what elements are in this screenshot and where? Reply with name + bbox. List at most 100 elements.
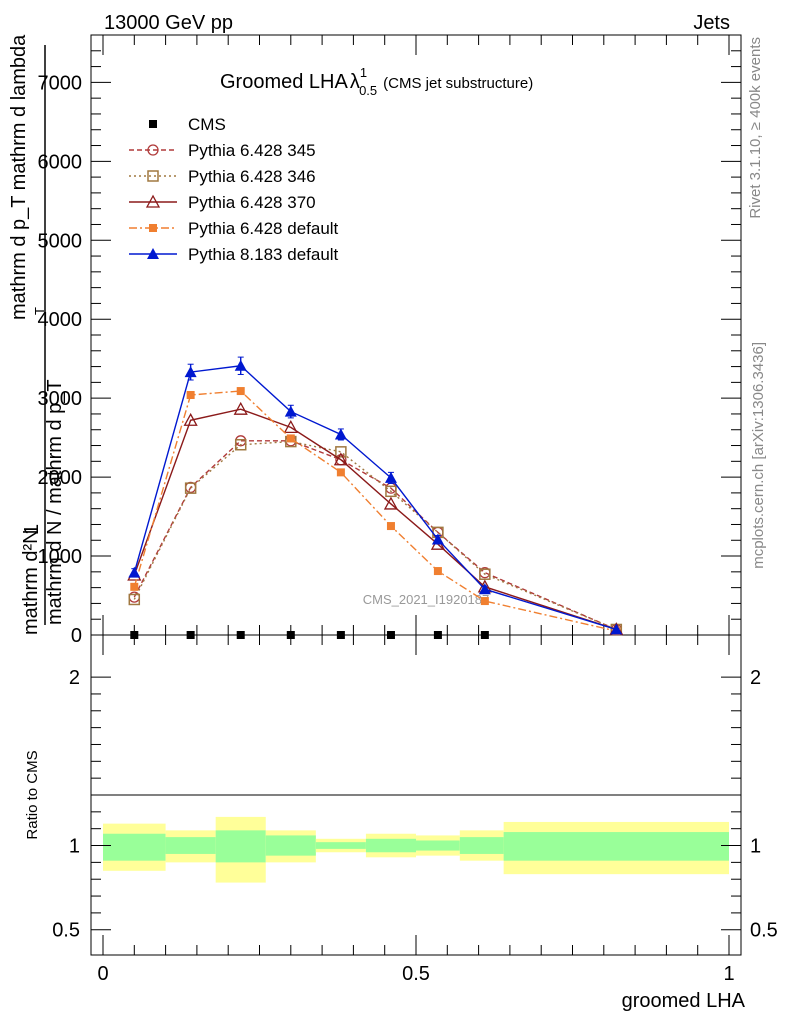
header-left: 13000 GeV pp — [104, 12, 233, 34]
ratio-ytick-label: 2 — [69, 667, 80, 689]
point-p8def — [334, 428, 347, 440]
series-cms — [130, 631, 489, 639]
legend-label: Pythia 6.428 default — [188, 219, 339, 238]
legend-label: CMS — [188, 115, 226, 134]
series-p8def — [128, 356, 623, 635]
chart-title-symbol: λ — [350, 71, 360, 93]
ratio-ytick-label: 1 — [69, 836, 80, 858]
chart-title: Groomed LHA λ1 0.5 (CMS jet substructure) — [220, 65, 533, 98]
legend-item-p345: Pythia 6.428 345 — [129, 141, 316, 160]
legend-marker — [145, 194, 161, 208]
ratio-band-inner — [265, 835, 316, 856]
series-line-p8def — [133, 365, 617, 631]
legend-marker — [147, 144, 159, 156]
ylabel-den: mathrm d N / mathrm d p_T — [44, 379, 66, 625]
point-p6def — [130, 582, 139, 591]
point-p6def — [236, 387, 245, 396]
point-p6def — [286, 434, 295, 443]
ytick-label: 5000 — [38, 230, 83, 252]
cms-point — [236, 631, 245, 639]
point-p8def — [610, 623, 623, 635]
legend-item-p346: Pythia 6.428 346 — [129, 167, 316, 186]
point-p346 — [385, 485, 397, 498]
point-p370 — [283, 420, 298, 434]
cms-point — [130, 631, 139, 639]
ytick-label: 6000 — [38, 151, 83, 173]
ratio-ylabel: Ratio to CMS — [24, 750, 41, 839]
legend-label: Pythia 8.183 default — [188, 245, 339, 264]
ylabel-right-den: mathrm d p_T mathrm d lambda — [8, 34, 30, 320]
legend-label: Pythia 6.428 346 — [188, 167, 316, 186]
series-line-p346 — [133, 440, 617, 631]
mcplots-info: mcplots.cern.ch [arXiv:1306.3436] — [750, 342, 767, 569]
point-p6def — [480, 597, 489, 606]
point-p8def — [431, 533, 444, 545]
ytick-label: 0 — [71, 625, 82, 647]
ratio-ytick-label: 0.5 — [52, 920, 80, 942]
ytick-label: 3000 — [38, 388, 83, 410]
point-p346 — [128, 593, 141, 606]
ratio-ytick-label-right: 0.5 — [750, 920, 778, 942]
point-p8def — [184, 366, 197, 378]
ratio-band-inner — [215, 830, 266, 863]
chart-title-main: Groomed LHA — [220, 71, 348, 93]
header-right: Jets — [693, 12, 730, 34]
chart-title-sup: 1 — [360, 65, 367, 80]
xtick-label: 0.5 — [402, 963, 430, 985]
legend-label: Pythia 6.428 370 — [188, 193, 316, 212]
ratio-band-inner — [459, 837, 504, 854]
legend-marker — [149, 120, 157, 128]
cms-point — [386, 631, 395, 639]
point-p370 — [233, 401, 248, 415]
ylabel-right-num: mathrm d²N — [20, 529, 42, 635]
cms-point — [286, 631, 295, 639]
ytick-label: 2000 — [38, 467, 83, 489]
legend-item-p8def: Pythia 8.183 default — [129, 245, 339, 264]
ytick-label: 1000 — [38, 546, 83, 568]
point-p370 — [383, 496, 399, 510]
ratio-bands — [103, 816, 729, 883]
legend-marker — [147, 248, 159, 259]
point-p370 — [183, 412, 198, 426]
point-p8def — [234, 359, 247, 371]
point-p6def — [433, 567, 442, 576]
legend-item-p6def: Pythia 6.428 default — [129, 219, 339, 238]
cms-point — [186, 631, 195, 639]
ratio-band-inner — [503, 832, 729, 861]
ratio-ytick-label-right: 1 — [750, 836, 761, 858]
legend-marker — [147, 170, 159, 182]
legend-item-cms: CMS — [149, 115, 226, 134]
point-p8def — [384, 471, 397, 483]
point-p6def — [336, 468, 345, 477]
ylabel-main: 1 mathrm d²N mathrm d p_T mathrm d lambd… — [8, 34, 66, 635]
ratio-band-inner — [165, 837, 216, 854]
chart-subtitle: (CMS jet substructure) — [383, 75, 533, 92]
analysis-watermark: CMS_2021_I1920187 — [363, 592, 490, 607]
point-p6def — [186, 391, 195, 399]
ylabel-num: 1 — [21, 524, 43, 535]
ytick-label: 7000 — [38, 72, 83, 94]
point-p346 — [335, 446, 347, 458]
point-p370 — [333, 452, 348, 466]
series-layer — [127, 356, 624, 639]
chart-title-sub: 0.5 — [359, 83, 377, 98]
point-p8def — [284, 405, 297, 417]
ratio-band-inner — [416, 840, 460, 851]
ratio-band-inner — [365, 838, 416, 853]
point-p6def — [386, 522, 395, 531]
legend-label: Pythia 6.428 345 — [188, 141, 316, 160]
ratio-band-inner — [315, 842, 366, 849]
ytick-label: 4000 — [38, 309, 83, 331]
ratio-band-inner — [103, 833, 166, 861]
ylabel-sub: T — [32, 307, 47, 315]
legend-item-p370: Pythia 6.428 370 — [129, 193, 316, 212]
point-p8def — [128, 566, 141, 578]
point-p346 — [479, 568, 491, 580]
legend-marker — [149, 224, 157, 232]
rivet-info: Rivet 3.1.10, ≥ 400k events — [747, 37, 764, 219]
cms-point — [336, 631, 345, 639]
xtick-label: 1 — [723, 963, 734, 985]
point-p8def — [478, 583, 491, 595]
xlabel: groomed LHA — [622, 990, 746, 1012]
